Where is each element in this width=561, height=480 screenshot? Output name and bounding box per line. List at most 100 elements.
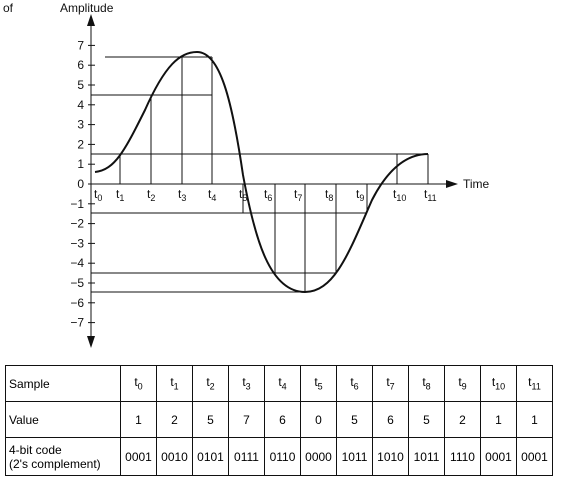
time-base: t: [356, 187, 360, 201]
time-base: t: [239, 187, 243, 201]
table-cell: 2: [444, 401, 481, 438]
y-tick-label: −7: [70, 316, 84, 330]
table-cell: 0010: [156, 437, 193, 476]
time-label: t6: [264, 187, 272, 203]
table-cell: 0000: [300, 437, 337, 476]
table-cell: t11: [516, 365, 553, 402]
y-tick-label: 3: [77, 118, 84, 132]
time-subscript: 2: [150, 193, 155, 203]
time-base: t: [422, 375, 426, 390]
time-label: t0: [94, 187, 102, 203]
table-cell: 6: [264, 401, 301, 438]
time-label: t7: [294, 187, 302, 203]
time-base: t: [314, 375, 318, 390]
table-cell: 0101: [192, 437, 229, 476]
time-base: t: [528, 375, 532, 390]
code-row: 4-bit code (2's complement) 0001 0010 0101 01…: [5, 437, 553, 476]
table-cell: 0001: [480, 437, 517, 476]
time-subscript: 3: [181, 193, 186, 203]
time-base: t: [325, 187, 329, 201]
y-tick-label: 2: [77, 137, 84, 151]
time-base: t: [170, 375, 174, 390]
time-base: t: [264, 187, 268, 201]
quantization-lines: [91, 56, 429, 293]
time-base: t: [458, 375, 462, 390]
time-subscript: 8: [425, 381, 431, 392]
table-cell: t6: [336, 365, 373, 402]
table-cell: t0: [120, 365, 157, 402]
time-base: t: [350, 375, 354, 390]
table-cell: t5: [300, 365, 337, 402]
time-subscript: 11: [427, 193, 436, 203]
y-tick-label: −5: [70, 276, 84, 290]
diagram: of Amplitude Time 76543210−1−2−3−4−5−6−7…: [3, 1, 490, 348]
signal-curve: [94, 50, 429, 294]
table-cell: 1010: [372, 437, 409, 476]
sample-row: Sample t0 t1 t2 t3 t4 t5 t6 t7 t8 t9 t10 t11: [5, 365, 553, 402]
y-tick-label: 7: [77, 38, 84, 52]
time-subscript: 1: [119, 193, 124, 203]
table-cell: t7: [372, 365, 409, 402]
time-subscript: 1: [173, 381, 179, 392]
time-label: t3: [178, 187, 186, 203]
y-tick-label: −3: [70, 236, 84, 250]
time-base: t: [94, 187, 98, 201]
time-label: t8: [325, 187, 333, 203]
y-axis-label: Amplitude: [60, 1, 114, 15]
table-cell: 0111: [228, 437, 265, 476]
table-cell: 6: [372, 401, 409, 438]
row-label: Value: [5, 401, 121, 438]
time-label: t5: [239, 187, 247, 203]
time-subscript: 11: [531, 381, 541, 392]
time-subscript: 2: [209, 381, 215, 392]
time-base: t: [491, 375, 496, 390]
y-tick-label: −6: [70, 296, 84, 310]
time-label: t11: [424, 187, 437, 203]
time-base: t: [178, 187, 182, 201]
table-cell: 1110: [444, 437, 481, 476]
row-label: Sample: [5, 365, 121, 402]
time-base: t: [424, 187, 428, 201]
y-tick-label: −2: [70, 217, 84, 231]
time-label: t9: [356, 187, 364, 203]
table-cell: 7: [228, 401, 265, 438]
time-subscript: 10: [495, 381, 506, 392]
table-cell: 1: [480, 401, 517, 438]
sample-table: Sample t0 t1 t2 t3 t4 t5 t6 t7 t8 t9 t10 t11 Value 1 2…: [5, 365, 553, 476]
table-cell: t2: [192, 365, 229, 402]
axes: [87, 14, 458, 348]
y-tick-label: 1: [77, 157, 84, 171]
time-subscript: 5: [242, 193, 247, 203]
time-base: t: [393, 187, 397, 201]
time-base: t: [294, 187, 298, 201]
time-subscript: 7: [297, 193, 302, 203]
time-base: t: [206, 375, 210, 390]
time-base: t: [386, 375, 390, 390]
time-label: t4: [208, 187, 216, 203]
x-axis-label: Time: [463, 177, 490, 191]
time-subscript: 9: [359, 193, 364, 203]
time-subscript: 9: [461, 381, 467, 392]
time-subscript: 0: [97, 193, 102, 203]
table-cell: t10: [480, 365, 517, 402]
y-tick-label: 5: [77, 78, 84, 92]
time-subscript: 6: [353, 381, 359, 392]
time-label: t1: [116, 187, 124, 203]
time-base: t: [116, 187, 120, 201]
table-cell: t9: [444, 365, 481, 402]
y-tick-label: 6: [77, 58, 84, 72]
table-cell: t3: [228, 365, 265, 402]
value-row: Value 1 2 5 7 6 0 5 6 5 2 1 1: [5, 401, 553, 438]
time-base: t: [147, 187, 151, 201]
table-cell: 0: [300, 401, 337, 438]
table-cell: 5: [408, 401, 445, 438]
time-subscript: 5: [317, 381, 323, 392]
table-cell: 0001: [516, 437, 553, 476]
table-cell: 0110: [264, 437, 301, 476]
time-label: t10: [393, 187, 406, 203]
table-cell: 5: [192, 401, 229, 438]
table-cell: t8: [408, 365, 445, 402]
time-base: t: [208, 187, 212, 201]
time-base: t: [242, 375, 246, 390]
